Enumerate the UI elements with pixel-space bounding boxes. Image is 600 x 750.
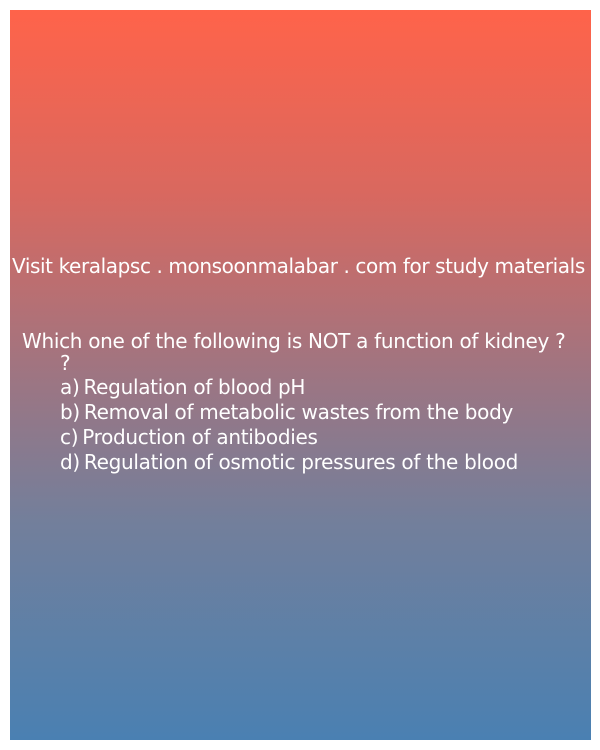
option-letter: b) (60, 400, 80, 424)
question-text: Which one of the following is NOT a func… (22, 329, 566, 353)
option-a: a) Regulation of blood pH (60, 375, 518, 400)
question-extra-mark: ? (60, 351, 71, 375)
option-text: Removal of metabolic wastes from the bod… (83, 400, 514, 424)
option-text: Regulation of osmotic pressures of the b… (83, 450, 519, 474)
question-card: Visit keralapsc . monsoonmalabar . com f… (10, 10, 591, 740)
option-letter: a) (60, 375, 80, 399)
option-d: d) Regulation of osmotic pressures of the… (60, 450, 518, 475)
promo-text: Visit keralapsc . monsoonmalabar . com f… (12, 254, 585, 278)
option-b: b) Removal of metabolic wastes from the b… (60, 400, 518, 425)
option-text: Regulation of blood pH (83, 375, 306, 399)
option-text: Production of antibodies (82, 425, 318, 449)
option-letter: d) (60, 450, 80, 474)
options-list: a) Regulation of blood pH b) Removal of me… (60, 375, 518, 475)
option-letter: c) (60, 425, 79, 449)
option-c: c) Production of antibodies (60, 425, 518, 450)
